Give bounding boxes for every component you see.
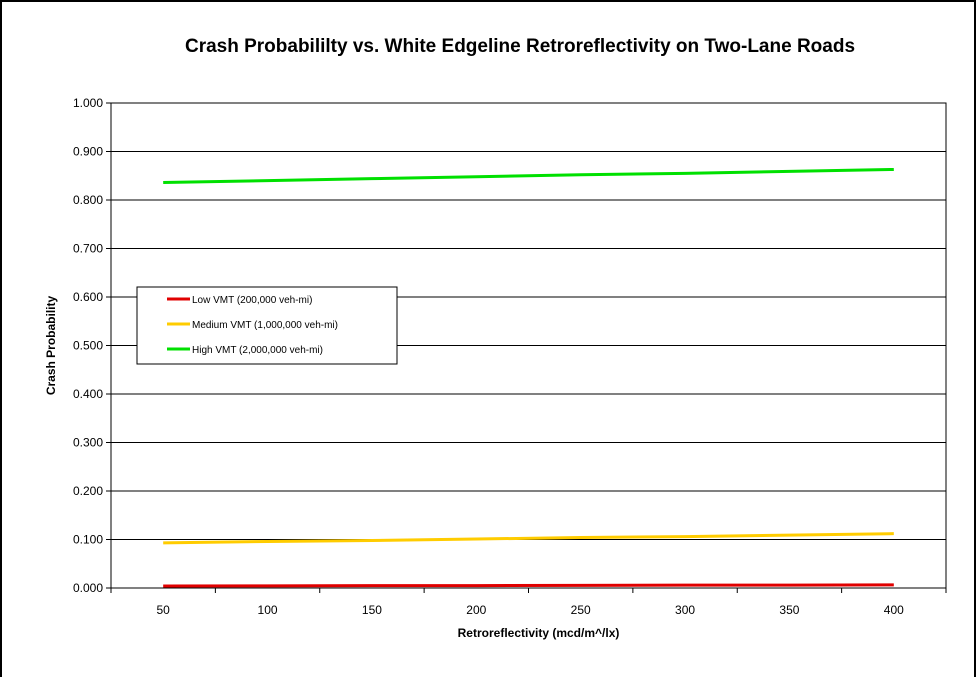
y-tick-label: 0.700: [73, 242, 103, 256]
x-tick-label: 50: [157, 603, 171, 617]
legend: Low VMT (200,000 veh-mi) Medium VMT (1,00…: [136, 286, 398, 365]
y-tick-label: 0.300: [73, 436, 103, 450]
chart-title: Crash Probabililty vs. White Edgeline Re…: [184, 36, 856, 57]
y-axis-title: Crash Probability: [44, 295, 58, 395]
x-tick-label: 100: [258, 603, 278, 617]
x-tick-label: 350: [779, 603, 799, 617]
y-tick-label: 0.800: [73, 193, 103, 207]
legend-entry: Medium VMT (1,000,000 veh-mi): [192, 320, 338, 331]
x-tick-label: 150: [362, 603, 382, 617]
series-lines: [163, 167, 894, 588]
y-tick-label: 0.500: [73, 339, 103, 353]
series-line-2: [163, 532, 894, 545]
y-tick-label: 1.000: [73, 96, 103, 110]
x-axis-title: Retroreflectivity (mcd/m^/lx): [458, 626, 620, 640]
x-tick-label: 200: [466, 603, 486, 617]
legend-entry: Low VMT (200,000 veh-mi): [192, 295, 312, 306]
y-tick-label: 0.000: [73, 581, 103, 595]
x-tick-label: 400: [884, 603, 904, 617]
x-tick-label: 300: [675, 603, 695, 617]
series-line-1: [163, 583, 894, 588]
y-tick-label: 0.400: [73, 387, 103, 401]
x-tick-label: 250: [571, 603, 591, 617]
series-line-3: [163, 167, 894, 185]
y-tick-label: 0.600: [73, 290, 103, 304]
axes: 0.000 0.100 0.200 0.300 0.400 0.500 0.600 0.700…: [44, 96, 947, 640]
y-tick-label: 0.100: [73, 533, 103, 547]
y-tick-label: 0.900: [73, 145, 103, 159]
legend-entry: High VMT (2,000,000 veh-mi): [192, 345, 323, 356]
y-tick-label: 0.200: [73, 484, 103, 498]
